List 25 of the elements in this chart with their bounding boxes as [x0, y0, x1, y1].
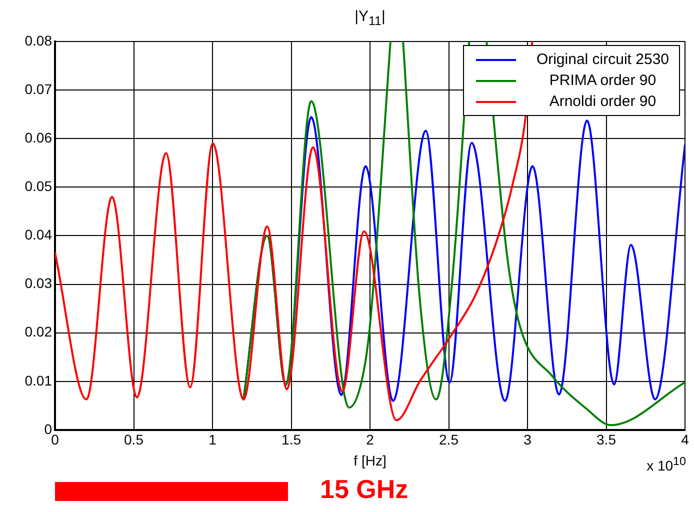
- x-tick-label: 3: [524, 431, 532, 448]
- y-tick-label: 0.07: [24, 80, 52, 97]
- y-tick-label: 0.05: [24, 178, 52, 194]
- legend-label: PRIMA order 90: [548, 71, 658, 91]
- text: 15 GHz: [320, 474, 408, 505]
- x-tick-label: 2.5: [439, 431, 459, 448]
- legend-label: Original circuit 2530: [536, 50, 669, 70]
- x-tick-label: 1: [208, 431, 217, 448]
- y-tick-label: 0.06: [24, 129, 52, 146]
- y-tick-label: 0.08: [24, 32, 52, 48]
- y-tick-label: 0.01: [24, 372, 52, 388]
- y-tick-label: 0.03: [24, 275, 52, 292]
- legend-label: Arnoldi order 90: [548, 92, 658, 112]
- x-tick-label: 4: [681, 431, 690, 448]
- x-tick-label: 1.5: [282, 431, 302, 448]
- x-axis-title: f [Hz]: [354, 452, 386, 468]
- x-tick-label: 3.5: [596, 431, 616, 448]
- chart-title: |Y$_{11}$|: [354, 8, 386, 28]
- y-tick-label: 0.04: [24, 226, 52, 243]
- x-tick-label: 0.5: [124, 431, 144, 448]
- y-tick-label: 0: [44, 420, 52, 437]
- y-tick-label: 0.02: [24, 324, 52, 340]
- x-tick-label: 2: [366, 431, 374, 448]
- line-series: [55, 41, 534, 422]
- text: x 10$^{10}$: [646, 455, 686, 474]
